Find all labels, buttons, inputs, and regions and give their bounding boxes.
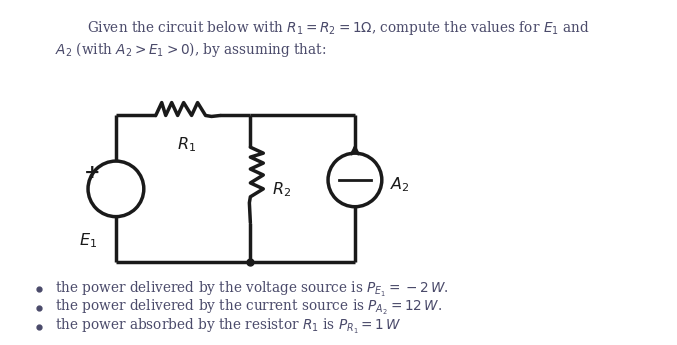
Text: $A_2$: $A_2$ <box>390 176 410 194</box>
Text: $R_1$: $R_1$ <box>177 135 196 154</box>
Text: $E_1$: $E_1$ <box>79 231 97 250</box>
Text: the power delivered by the current source is $P_{A_2} = 12\,W$.: the power delivered by the current sourc… <box>55 298 442 317</box>
Text: $A_2$ (with $A_2 > E_1 > 0$), by assuming that:: $A_2$ (with $A_2 > E_1 > 0$), by assumin… <box>55 39 326 59</box>
Text: the power absorbed by the resistor $R_1$ is $P_{R_1} = 1\,W$: the power absorbed by the resistor $R_1$… <box>55 317 401 336</box>
Circle shape <box>88 161 144 217</box>
Text: Given the circuit below with $R_1 = R_2 = 1\Omega$, compute the values for $E_1$: Given the circuit below with $R_1 = R_2 … <box>87 19 590 37</box>
Text: +: + <box>84 164 100 182</box>
Text: $R_2$: $R_2$ <box>272 180 291 199</box>
Circle shape <box>328 153 382 207</box>
Text: the power delivered by the voltage source is $P_{E_1} = -2\,W$.: the power delivered by the voltage sourc… <box>55 279 449 298</box>
